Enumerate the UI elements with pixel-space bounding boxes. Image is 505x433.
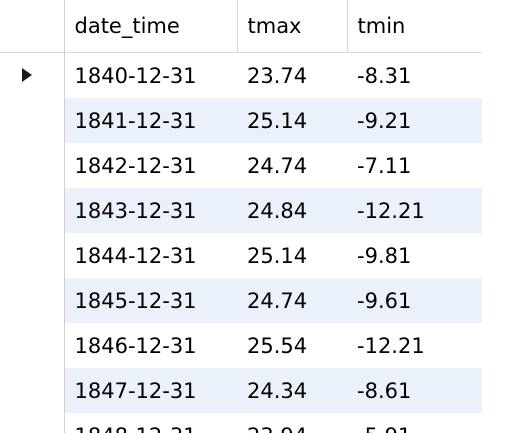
column-header-label: date_time [74,14,180,38]
cell-value: 25.14 [247,243,308,268]
cell-tmin[interactable]: -12.21 [347,188,482,233]
cell-value: 23.74 [247,63,308,88]
row-indicator[interactable] [0,98,65,143]
cell-tmin[interactable]: -9.81 [347,233,482,278]
cell-tmin[interactable]: -12.21 [347,323,482,368]
column-header-label: tmin [357,14,406,38]
cell-value: 1844-12-31 [74,243,197,268]
cell-value: -5.91 [347,424,482,433]
cell-date-time[interactable]: 1844-12-31 [64,233,237,278]
cell-value: -8.61 [357,378,412,403]
cell-value: -12.21 [357,333,425,358]
cell-value: 24.84 [247,198,308,223]
table-row[interactable]: 1844-12-31 25.14 -9.81 [0,233,482,278]
row-indicator[interactable] [0,278,65,323]
table-row[interactable]: 1840-12-31 23.74 -8.31 [0,52,482,98]
row-indicator[interactable] [0,188,65,233]
cell-value: 1842-12-31 [74,153,197,178]
cell-value: 24.34 [247,378,308,403]
cell-value: 25.54 [247,333,308,358]
cell-tmax[interactable]: 25.14 [237,98,347,143]
cell-value: -9.21 [357,108,412,133]
cell-value: -7.11 [357,153,412,178]
column-header-label: tmax [247,14,302,38]
table-row[interactable]: 1842-12-31 24.74 -7.11 [0,143,482,188]
cell-value: 1845-12-31 [74,288,197,313]
table-row[interactable]: 1847-12-31 24.34 -8.61 [0,368,482,413]
cell-date-time[interactable]: 1848-12-31 [64,413,237,433]
cell-value: -9.61 [357,288,412,313]
cell-tmin[interactable]: -5.91 [347,413,482,433]
cell-value: 25.14 [247,108,308,133]
cell-date-time[interactable]: 1840-12-31 [64,52,237,98]
column-header-date-time[interactable]: date_time [64,0,238,53]
table-row[interactable]: 1848-12-31 23.94 -5.91 [0,413,482,433]
cell-tmax[interactable]: 24.74 [237,278,347,323]
row-indicator[interactable] [0,413,65,433]
table-row[interactable]: 1845-12-31 24.74 -9.61 [0,278,482,323]
cell-tmax[interactable]: 23.94 [237,413,347,433]
cell-tmin[interactable]: -8.31 [347,52,482,98]
row-indicator[interactable] [0,52,65,98]
cell-value: 1840-12-31 [74,63,197,88]
row-indicator[interactable] [0,233,65,278]
cell-tmax[interactable]: 23.74 [237,52,347,98]
cell-tmax[interactable]: 25.14 [237,233,347,278]
header-row: date_time tmax tmin [0,0,482,53]
cell-value: -12.21 [357,198,425,223]
cell-tmin[interactable]: -9.61 [347,278,482,323]
cell-tmin[interactable]: -7.11 [347,143,482,188]
table-row[interactable]: 1843-12-31 24.84 -12.21 [0,188,482,233]
cell-value: 1848-12-31 [65,424,238,433]
cell-value: -9.81 [357,243,412,268]
cell-value: 1846-12-31 [74,333,197,358]
cell-value: 24.74 [247,153,308,178]
table-body: 1840-12-31 23.74 -8.31 1841-12-31 25.14 … [0,52,482,433]
table-row[interactable]: 1846-12-31 25.54 -12.21 [0,323,482,368]
cell-value: 1841-12-31 [74,108,197,133]
row-indicator[interactable] [0,323,65,368]
row-indicator[interactable] [0,143,65,188]
result-grid[interactable]: date_time tmax tmin 1840-12-31 23.74 -8.… [0,0,482,433]
row-indicator-header[interactable] [0,0,65,53]
row-indicator[interactable] [0,368,65,413]
cell-tmax[interactable]: 24.74 [237,143,347,188]
cell-value: -8.31 [357,63,412,88]
column-header-tmax[interactable]: tmax [237,0,348,53]
cell-date-time[interactable]: 1845-12-31 [64,278,237,323]
cell-date-time[interactable]: 1847-12-31 [64,368,237,413]
cell-value: 1843-12-31 [74,198,197,223]
cell-date-time[interactable]: 1842-12-31 [64,143,237,188]
cell-tmax[interactable]: 24.34 [237,368,347,413]
cell-value: 1847-12-31 [74,378,197,403]
cell-tmin[interactable]: -8.61 [347,368,482,413]
cell-date-time[interactable]: 1843-12-31 [64,188,237,233]
cell-tmin[interactable]: -9.21 [347,98,482,143]
cell-tmax[interactable]: 25.54 [237,323,347,368]
cell-date-time[interactable]: 1841-12-31 [64,98,237,143]
cell-value: 24.74 [247,288,308,313]
cell-value: 23.94 [237,424,347,433]
cell-date-time[interactable]: 1846-12-31 [64,323,237,368]
triangle-right-icon [22,68,32,82]
result-table: date_time tmax tmin 1840-12-31 23.74 -8.… [0,0,482,433]
cell-tmax[interactable]: 24.84 [237,188,347,233]
column-header-tmin[interactable]: tmin [347,0,482,53]
table-row[interactable]: 1841-12-31 25.14 -9.21 [0,98,482,143]
